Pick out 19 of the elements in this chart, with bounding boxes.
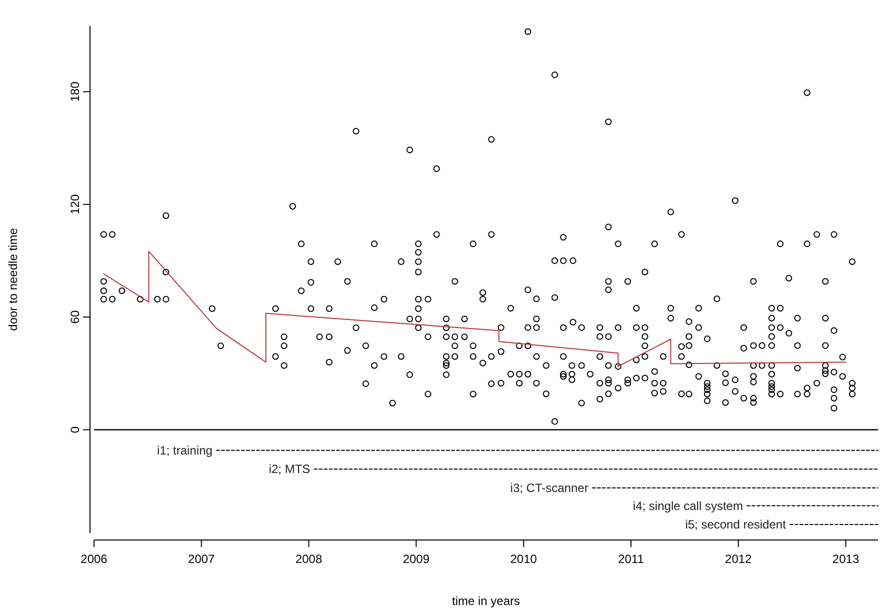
y-axis-title: door to needle time	[6, 228, 20, 331]
y-tick-label: 60	[68, 310, 82, 324]
x-tick-label: 2011	[618, 552, 644, 566]
series-label: i5; second resident	[685, 518, 787, 532]
series-label: i4; single call system	[632, 498, 743, 513]
x-tick-label: 2010	[510, 552, 538, 566]
y-tick-label: 0	[68, 426, 82, 434]
x-tick-label: 2013	[832, 552, 860, 566]
y-tick-label: 180	[68, 81, 82, 102]
x-axis-title: time in years	[452, 594, 520, 608]
x-tick-label: 2006	[80, 552, 108, 566]
series-label: i3; CT-scanner	[510, 480, 588, 495]
series-label: i2; MTS	[268, 462, 310, 476]
y-tick-label: 120	[68, 194, 82, 214]
x-tick-label: 2012	[725, 552, 752, 566]
x-tick-label: 2009	[402, 552, 430, 566]
x-tick-label: 2007	[188, 552, 216, 566]
series-label: i1; training	[157, 443, 212, 458]
x-tick-label: 2008	[295, 552, 322, 566]
